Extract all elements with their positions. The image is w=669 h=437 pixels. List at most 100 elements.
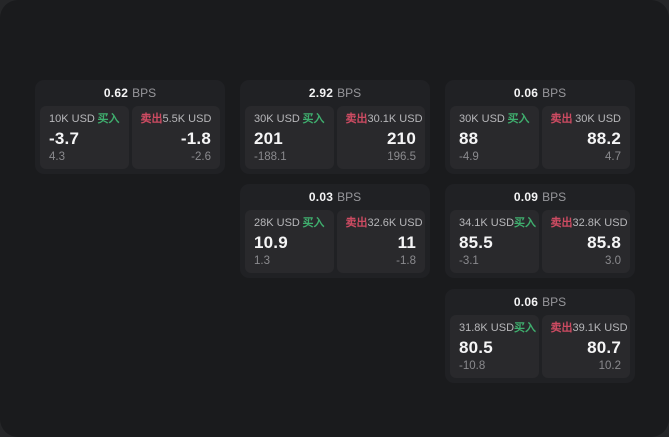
buy-side-tag: 买入: [514, 322, 537, 334]
buy-side-tag: 买入: [514, 217, 537, 229]
buy-panel-top: 34.1K USD 买入: [459, 217, 536, 230]
sell-quote-panel[interactable]: 卖出 5.5K USD -1.8 -2.6: [131, 106, 220, 169]
buy-notional: 10K USD: [49, 113, 95, 125]
spread-value: 0.62: [103, 86, 129, 100]
sell-sub-value: 10.2: [598, 360, 621, 372]
quote-panels: 34.1K USD 买入 85.5 -3.1 卖出 32.8K USD 85.8…: [450, 210, 630, 273]
sell-panel-top: 卖出 39.1K USD: [550, 322, 628, 335]
sell-notional: 30K USD: [575, 113, 621, 125]
buy-price: 85.5: [459, 233, 493, 252]
buy-price: 201: [254, 129, 283, 148]
buy-sub-value: -188.1: [254, 151, 287, 163]
spread-unit-label: BPS: [132, 86, 157, 100]
sell-panel-top: 卖出 32.8K USD: [550, 217, 628, 230]
buy-side-tag: 买入: [507, 113, 530, 125]
buy-panel-top: 10K USD 买入: [49, 113, 120, 126]
sell-price: 80.7: [587, 338, 621, 357]
sell-panel-top: 卖出 30.1K USD: [345, 113, 423, 126]
quote-card[interactable]: 2.92 BPS 30K USD 买入 201 -188.1 卖出 30.1K …: [240, 80, 430, 174]
buy-quote-panel[interactable]: 34.1K USD 买入 85.5 -3.1: [450, 210, 539, 273]
quote-panels: 28K USD 买入 10.9 1.3 卖出 32.6K USD 11 -1.8: [245, 210, 425, 273]
spread-value: 0.06: [513, 295, 539, 309]
spread-unit-label: BPS: [542, 295, 567, 309]
sell-quote-panel[interactable]: 卖出 30K USD 88.2 4.7: [541, 106, 630, 169]
quote-card[interactable]: 0.06 BPS 30K USD 买入 88 -4.9 卖出 30K USD 8…: [445, 80, 635, 174]
buy-panel-top: 28K USD 买入: [254, 217, 325, 230]
sell-notional: 32.6K USD: [367, 217, 423, 229]
buy-side-tag: 买入: [302, 113, 325, 125]
sell-side-tag: 卖出: [550, 217, 573, 229]
sell-quote-panel[interactable]: 卖出 30.1K USD 210 196.5: [336, 106, 425, 169]
buy-panel-top: 30K USD 买入: [459, 113, 530, 126]
buy-price: -3.7: [49, 129, 80, 148]
quote-panels: 30K USD 买入 88 -4.9 卖出 30K USD 88.2 4.7: [450, 106, 630, 169]
buy-sub-value: 4.3: [49, 151, 65, 163]
sell-price: 210: [387, 129, 416, 148]
spread-header: 0.06 BPS: [450, 289, 630, 315]
quote-panels: 31.8K USD 买入 80.5 -10.8 卖出 39.1K USD 80.…: [450, 315, 630, 378]
buy-quote-panel[interactable]: 31.8K USD 买入 80.5 -10.8: [450, 315, 539, 378]
sell-price: -1.8: [180, 129, 211, 148]
sell-notional: 5.5K USD: [162, 113, 212, 125]
sell-side-tag: 卖出: [550, 322, 573, 334]
sell-sub-value: 3.0: [605, 255, 621, 267]
buy-notional: 30K USD: [254, 113, 300, 125]
sell-side-tag: 卖出: [345, 217, 368, 229]
spread-unit-label: BPS: [337, 190, 362, 204]
buy-sub-value: -3.1: [459, 255, 479, 267]
spread-value: 0.03: [308, 190, 334, 204]
spread-value: 0.06: [513, 86, 539, 100]
sell-price: 11: [397, 233, 416, 252]
buy-sub-value: 1.3: [254, 255, 270, 267]
sell-notional: 39.1K USD: [572, 322, 628, 334]
buy-price: 88: [459, 129, 479, 148]
buy-notional: 28K USD: [254, 217, 300, 229]
sell-quote-panel[interactable]: 卖出 39.1K USD 80.7 10.2: [541, 315, 630, 378]
spread-header: 2.92 BPS: [245, 80, 425, 106]
spread-value: 2.92: [308, 86, 334, 100]
buy-notional: 31.8K USD: [459, 322, 515, 334]
buy-price: 80.5: [459, 338, 493, 357]
quote-card[interactable]: 0.06 BPS 31.8K USD 买入 80.5 -10.8 卖出 39.1…: [445, 289, 635, 383]
buy-quote-panel[interactable]: 30K USD 买入 88 -4.9: [450, 106, 539, 169]
buy-panel-top: 30K USD 买入: [254, 113, 325, 126]
sell-price: 88.2: [587, 129, 621, 148]
buy-sub-value: -4.9: [459, 151, 479, 163]
buy-side-tag: 买入: [97, 113, 120, 125]
sell-sub-value: 196.5: [387, 151, 416, 163]
quote-card[interactable]: 0.62 BPS 10K USD 买入 -3.7 4.3 卖出 5.5K USD…: [35, 80, 225, 174]
buy-sub-value: -10.8: [459, 360, 486, 372]
spread-unit-label: BPS: [542, 190, 567, 204]
sell-panel-top: 卖出 30K USD: [551, 113, 622, 126]
spread-header: 0.62 BPS: [40, 80, 220, 106]
buy-notional: 34.1K USD: [459, 217, 515, 229]
buy-panel-top: 31.8K USD 买入: [459, 322, 536, 335]
buy-quote-panel[interactable]: 28K USD 买入 10.9 1.3: [245, 210, 334, 273]
sell-side-tag: 卖出: [345, 113, 368, 125]
sell-price: 85.8: [587, 233, 621, 252]
buy-quote-panel[interactable]: 30K USD 买入 201 -188.1: [245, 106, 334, 169]
spread-unit-label: BPS: [337, 86, 362, 100]
sell-side-tag: 卖出: [140, 113, 163, 125]
buy-side-tag: 买入: [302, 217, 325, 229]
sell-side-tag: 卖出: [550, 113, 573, 125]
sell-notional: 32.8K USD: [572, 217, 628, 229]
spread-header: 0.03 BPS: [245, 184, 425, 210]
quote-card[interactable]: 0.03 BPS 28K USD 买入 10.9 1.3 卖出 32.6K US…: [240, 184, 430, 278]
sell-quote-panel[interactable]: 卖出 32.8K USD 85.8 3.0: [541, 210, 630, 273]
buy-quote-panel[interactable]: 10K USD 买入 -3.7 4.3: [40, 106, 129, 169]
sell-notional: 30.1K USD: [367, 113, 423, 125]
sell-sub-value: -2.6: [191, 151, 211, 163]
sell-sub-value: 4.7: [605, 151, 621, 163]
quote-panels: 30K USD 买入 201 -188.1 卖出 30.1K USD 210 1…: [245, 106, 425, 169]
buy-price: 10.9: [254, 233, 288, 252]
quote-card[interactable]: 0.09 BPS 34.1K USD 买入 85.5 -3.1 卖出 32.8K…: [445, 184, 635, 278]
sell-sub-value: -1.8: [396, 255, 416, 267]
quote-panels: 10K USD 买入 -3.7 4.3 卖出 5.5K USD -1.8 -2.…: [40, 106, 220, 169]
spread-unit-label: BPS: [542, 86, 567, 100]
buy-notional: 30K USD: [459, 113, 505, 125]
sell-quote-panel[interactable]: 卖出 32.6K USD 11 -1.8: [336, 210, 425, 273]
sell-panel-top: 卖出 5.5K USD: [141, 113, 212, 126]
sell-panel-top: 卖出 32.6K USD: [345, 217, 423, 230]
